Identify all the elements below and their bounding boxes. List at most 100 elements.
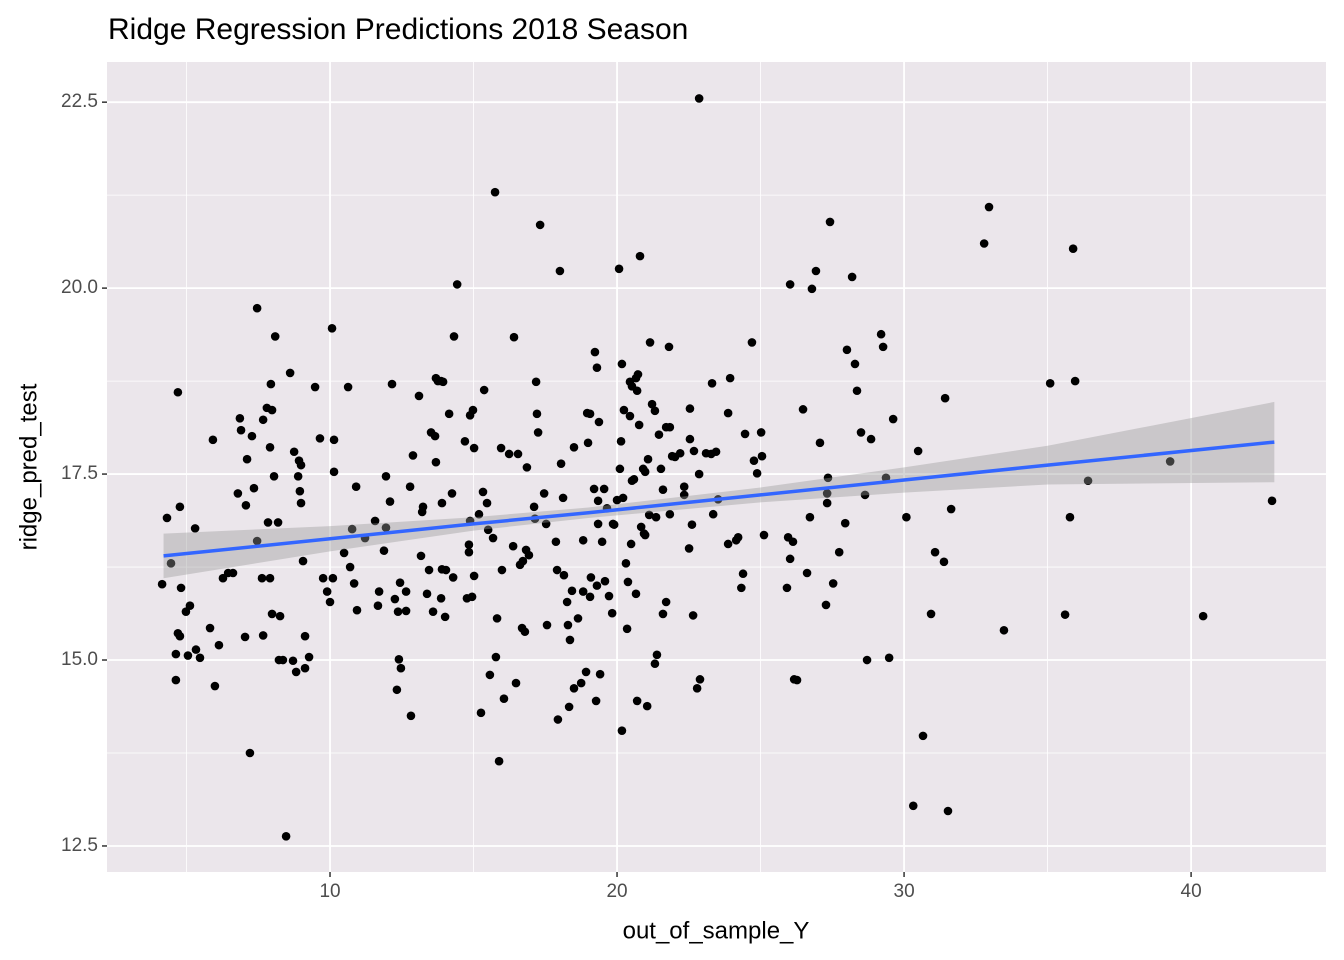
point	[347, 524, 357, 534]
point	[685, 404, 695, 413]
point	[310, 382, 320, 392]
point	[278, 655, 288, 665]
point	[296, 460, 306, 470]
point	[395, 578, 405, 587]
point	[559, 570, 569, 580]
point	[300, 631, 310, 641]
point	[842, 345, 852, 355]
point	[740, 429, 750, 439]
point	[263, 518, 273, 527]
point	[520, 627, 530, 637]
point	[416, 551, 426, 561]
point	[1267, 496, 1277, 506]
point	[162, 513, 172, 523]
point	[392, 685, 402, 695]
point	[902, 512, 911, 522]
point	[464, 540, 474, 550]
point	[654, 430, 664, 439]
point	[979, 239, 989, 248]
point	[185, 601, 195, 611]
point	[532, 409, 542, 419]
point	[542, 620, 552, 630]
point	[688, 611, 698, 620]
point	[586, 573, 596, 582]
point	[604, 591, 614, 601]
y-axis-label: ridge_pred_test	[15, 383, 42, 550]
x-axis-label: out_of_sample_Y	[623, 917, 810, 944]
point	[629, 474, 639, 484]
point	[175, 502, 185, 512]
y-tick-label: 12.5	[61, 835, 98, 856]
point	[257, 573, 267, 583]
point	[595, 669, 605, 679]
x-tick-label: 30	[894, 881, 915, 902]
point	[876, 329, 886, 339]
point	[235, 413, 245, 423]
point	[1060, 610, 1070, 619]
point	[401, 606, 411, 616]
point	[940, 393, 950, 403]
x-tick-label: 20	[606, 881, 627, 902]
point	[946, 504, 956, 514]
y-tick-label: 22.5	[61, 91, 98, 112]
point	[576, 678, 586, 688]
point	[593, 519, 603, 529]
point	[689, 446, 699, 456]
point	[513, 449, 523, 459]
point	[658, 485, 668, 494]
point	[233, 489, 243, 498]
point	[759, 530, 769, 540]
point	[640, 530, 650, 540]
point	[436, 376, 446, 386]
point	[173, 628, 183, 638]
point	[725, 373, 735, 383]
point	[295, 486, 305, 496]
point	[694, 469, 704, 479]
point	[437, 498, 447, 508]
point	[556, 459, 566, 468]
point	[422, 589, 432, 599]
point	[737, 583, 746, 593]
point	[373, 601, 383, 611]
point	[555, 266, 565, 276]
point	[665, 422, 675, 432]
point	[509, 332, 519, 342]
point	[615, 464, 625, 474]
point	[418, 502, 428, 512]
point	[447, 489, 457, 498]
point	[862, 655, 872, 665]
point	[329, 467, 339, 477]
point	[269, 471, 279, 481]
point	[632, 386, 642, 396]
point	[984, 202, 994, 212]
point	[643, 454, 653, 464]
point	[469, 443, 479, 453]
point	[913, 446, 923, 456]
point	[614, 264, 624, 274]
point	[558, 493, 568, 503]
point	[805, 512, 815, 522]
point	[749, 456, 759, 465]
point	[381, 471, 391, 481]
point	[1068, 244, 1078, 253]
point	[1065, 512, 1075, 522]
point	[860, 490, 870, 500]
point	[609, 520, 619, 529]
point	[431, 457, 441, 467]
point	[723, 408, 733, 418]
point	[664, 342, 674, 352]
point	[651, 512, 661, 522]
point	[183, 651, 193, 660]
point	[494, 756, 504, 766]
point	[757, 451, 767, 461]
point	[581, 667, 591, 677]
point	[825, 217, 835, 227]
point	[723, 539, 733, 549]
point	[999, 625, 1009, 635]
chart-title: Ridge Regression Predictions 2018 Season	[108, 13, 688, 46]
point	[414, 391, 424, 401]
point	[449, 332, 459, 341]
point	[1070, 376, 1080, 386]
point	[387, 379, 397, 389]
